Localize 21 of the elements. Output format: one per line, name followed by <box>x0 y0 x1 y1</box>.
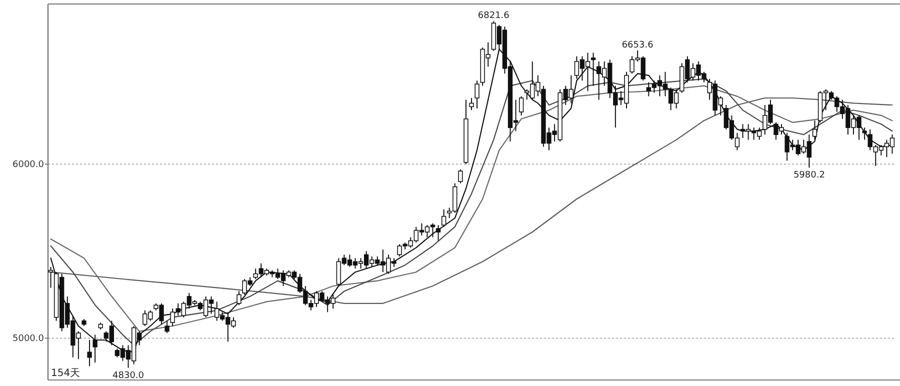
annotation: 4830.0 <box>112 370 144 381</box>
annotation: 6821.6 <box>478 11 510 22</box>
ytick: 6000.0 <box>12 160 44 170</box>
annotation: 154天 <box>51 368 80 379</box>
candlestick <box>469 98 474 111</box>
candlestick <box>590 52 596 86</box>
candlestick <box>87 339 92 367</box>
candlestick <box>812 120 818 140</box>
candlestick <box>236 290 242 306</box>
annotation: 5980.2 <box>793 170 825 181</box>
candlestick <box>862 127 867 140</box>
candlestick <box>518 96 524 116</box>
candlestick <box>164 320 170 334</box>
candlestick <box>48 266 54 288</box>
candlestick <box>474 80 480 109</box>
candlestick <box>436 224 441 242</box>
candlestick <box>458 168 463 184</box>
candlestick <box>441 208 446 228</box>
candlestick <box>92 334 98 364</box>
annotation: 6653.6 <box>622 40 654 50</box>
ytick: 5000.0 <box>12 334 44 344</box>
